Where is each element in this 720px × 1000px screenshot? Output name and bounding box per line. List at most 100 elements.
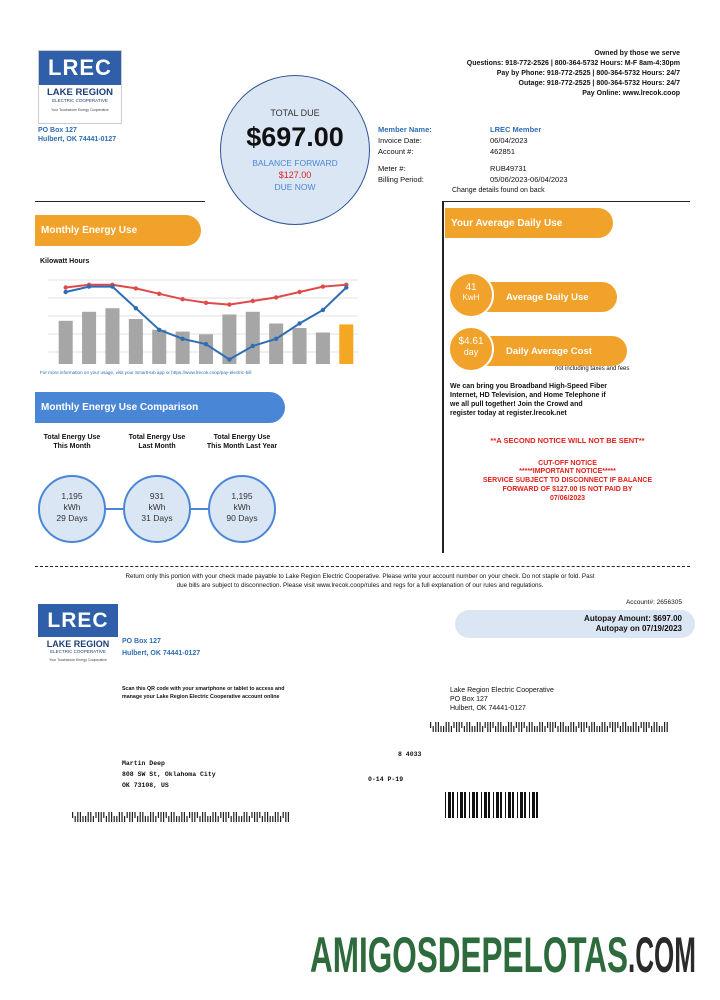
- barcode-bar: [272, 816, 274, 822]
- barcode-bar: [233, 812, 235, 822]
- logo: LREC LAKE REGION ELECTRIC COOPERATIVE Yo…: [38, 604, 118, 672]
- barcode-bar: [599, 726, 601, 732]
- barcodes: [72, 722, 668, 822]
- barcode-bar: [510, 722, 512, 732]
- barcode-bar: [495, 726, 497, 732]
- code: 0-14 P-19: [368, 776, 404, 783]
- line-point: [157, 291, 162, 296]
- autopay-box: [455, 610, 695, 638]
- barcode-bar: [445, 792, 446, 818]
- customer-line: Martin Deep: [122, 760, 165, 767]
- barcode-bar: [476, 792, 478, 818]
- code: 8 4033: [398, 751, 422, 758]
- barcode-bar: [580, 722, 582, 732]
- comparison-days: 90 Days: [226, 513, 258, 523]
- logo-name: LAKE REGION: [47, 87, 113, 98]
- line-point: [273, 336, 279, 341]
- bar: [245, 311, 260, 364]
- promo-line: We can bring you Broadband High-Speed Fi…: [450, 383, 607, 390]
- barcode-bar: [445, 722, 447, 732]
- bar: [269, 323, 284, 364]
- barcode-bar: [448, 722, 450, 732]
- barcode-bar: [627, 726, 629, 732]
- member-note: Change details found on back: [452, 187, 545, 194]
- cut-line: [35, 566, 690, 567]
- comparison-unit: kWh: [233, 502, 251, 512]
- barcode-bar: [261, 816, 263, 822]
- barcode-bar: [557, 726, 559, 732]
- qr-text: manage your Lake Region Electric Coopera…: [122, 694, 280, 700]
- cutoff-line: SERVICE SUBJECT TO DISCONNECT IF BALANCE: [482, 477, 653, 484]
- barcode-bar: [520, 792, 523, 818]
- barcode-bar: [147, 816, 149, 822]
- comparison-label: This Month: [53, 443, 91, 450]
- barcode-bar: [614, 722, 616, 732]
- barcode-bar: [479, 722, 481, 732]
- barcode-bar: [85, 816, 87, 822]
- member-label: Billing Period:: [378, 175, 424, 184]
- barcode-bar: [453, 722, 455, 728]
- barcode-bar: [604, 722, 606, 732]
- bar: [82, 311, 97, 364]
- comparison-days: 31 Days: [141, 513, 173, 523]
- logo-sub: ELECTRIC COOPERATIVE: [52, 98, 108, 103]
- grid: [48, 279, 358, 353]
- address-line: PO Box 127: [38, 127, 77, 134]
- barcode-bar: [199, 816, 201, 822]
- daily-cost-circle: $4.61 day: [448, 326, 494, 372]
- logo-tagline: Your Touchstone Energy Cooperative: [49, 658, 107, 662]
- barcode-bar: [517, 792, 518, 818]
- line-point: [273, 295, 279, 300]
- barcode-bar: [259, 812, 261, 818]
- barcode-bar: [98, 812, 100, 822]
- barcode-bar: [487, 722, 489, 732]
- barcode-bar: [152, 812, 154, 822]
- logo-sub: ELECTRIC COOPERATIVE: [50, 649, 106, 654]
- barcode-bar: [95, 812, 97, 818]
- cutoff-line: FORWARD OF $127.00 IS NOT PAID BY: [502, 486, 633, 493]
- barcode-bar: [90, 812, 92, 822]
- cutoff-line: CUT-OFF NOTICE: [538, 460, 597, 467]
- barcode-bar: [552, 722, 554, 732]
- bar: [198, 334, 214, 364]
- barcode-bar: [267, 812, 269, 822]
- barcode-bar: [204, 812, 206, 822]
- barcode-bar: [536, 726, 538, 732]
- barcode-bar: [173, 812, 175, 822]
- barcode-bar: [113, 816, 115, 822]
- barcode-bar: [645, 722, 647, 732]
- line-point: [297, 321, 302, 326]
- barcode-bar: [638, 726, 640, 732]
- barcode-bar: [443, 726, 445, 732]
- barcode-bar: [547, 722, 549, 728]
- barcode-bar: [565, 726, 567, 732]
- comparison-value: 931: [149, 491, 165, 501]
- bar: [105, 308, 120, 364]
- daily-use-unit: KwH: [462, 293, 480, 302]
- watermark-name: AMIGOSDEPELOTAS: [310, 927, 628, 983]
- barcode-bar: [534, 726, 536, 732]
- barcode-bar: [536, 792, 538, 818]
- barcode-bar: [126, 812, 128, 818]
- line-point: [63, 289, 68, 295]
- header-pay-phone: Pay by Phone: 918-772-2525 | 800-364-573…: [496, 70, 680, 77]
- barcode-bar: [87, 812, 89, 822]
- barcode-bar: [256, 812, 258, 822]
- barcode-bar: [508, 792, 511, 818]
- comparison-label: Total Energy Use: [213, 434, 271, 441]
- barcode-bar: [222, 812, 224, 822]
- barcode-bar: [202, 812, 204, 822]
- barcode-bar: [108, 812, 110, 822]
- barcode-bar: [163, 812, 165, 822]
- barcode-bar: [277, 812, 279, 822]
- barcode-bar: [593, 722, 595, 732]
- member-label: Meter #:: [378, 164, 406, 173]
- barcode-bar: [549, 722, 551, 732]
- barcode-bar: [215, 812, 217, 822]
- barcode-bar: [651, 726, 653, 732]
- barcode-bar: [196, 812, 198, 818]
- customer-line: OK 73108, US: [122, 782, 169, 789]
- barcode-bar: [456, 722, 458, 732]
- barcode-bar: [489, 722, 491, 732]
- barcode-bar: [225, 812, 227, 822]
